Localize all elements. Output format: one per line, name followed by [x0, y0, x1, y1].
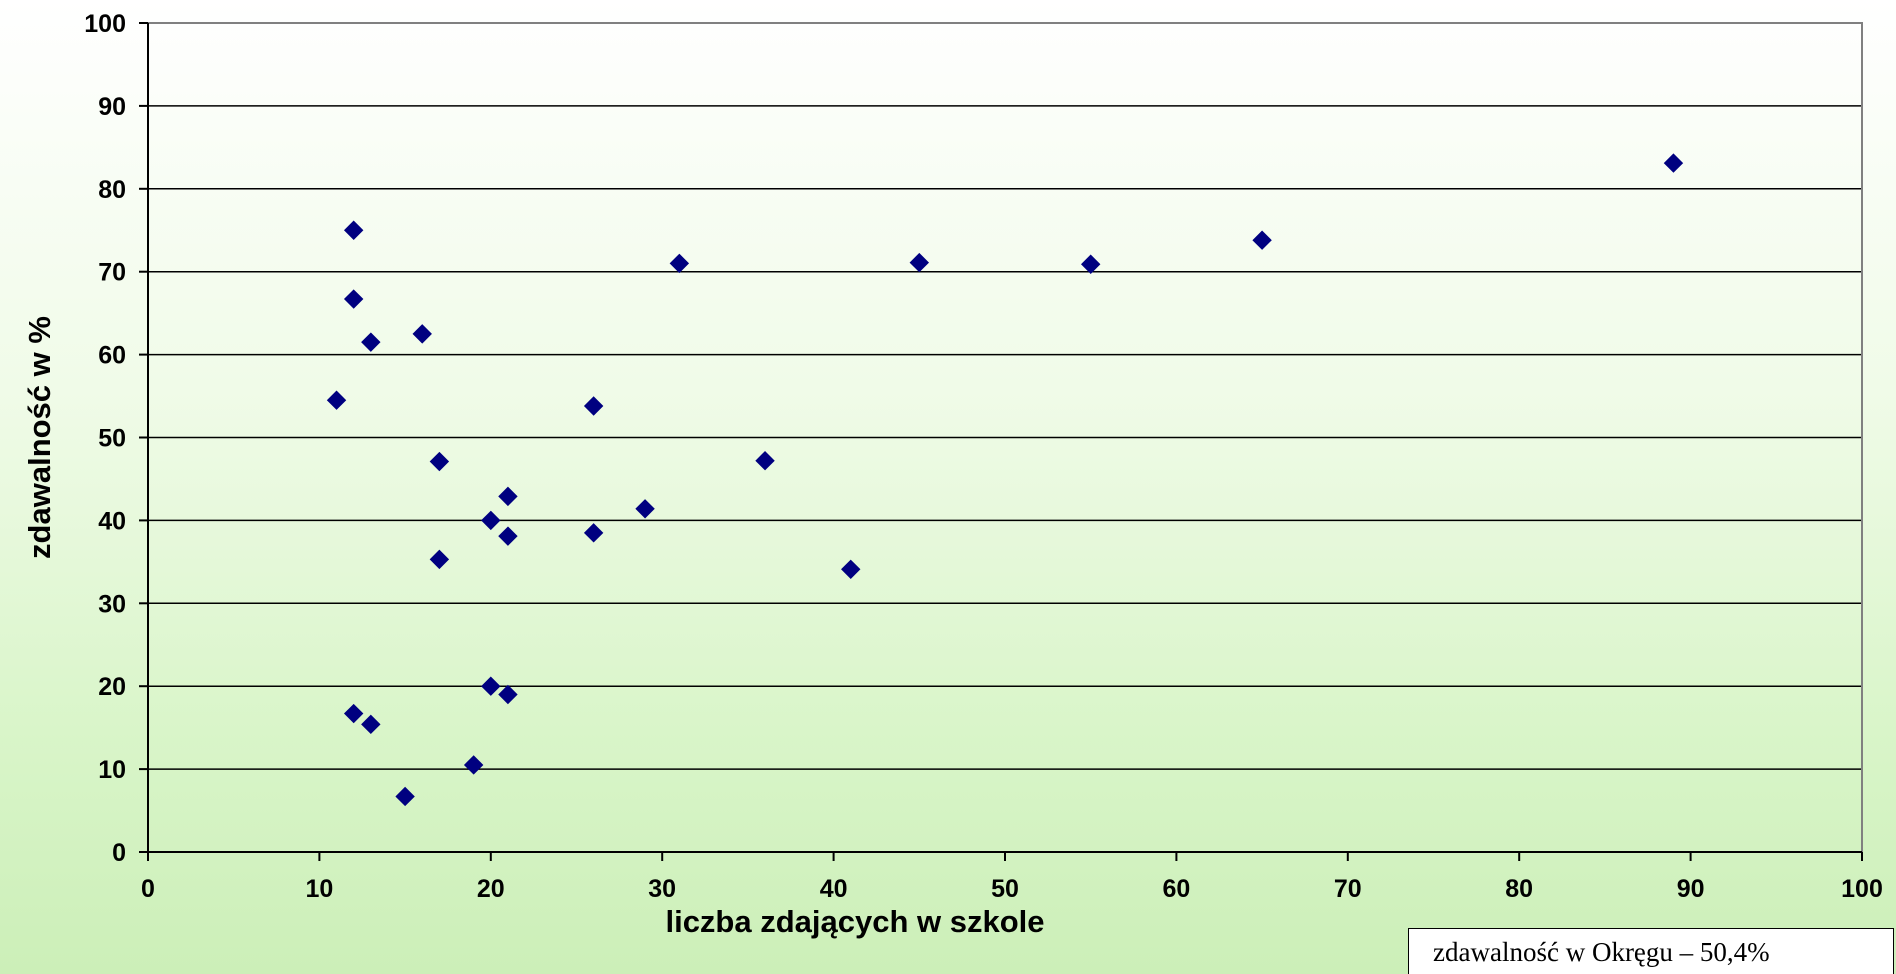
data-point-20	[669, 253, 690, 274]
y-tick-label: 0	[112, 839, 126, 867]
data-point-19	[635, 499, 655, 519]
data-point-26	[1663, 153, 1684, 173]
y-tick-label: 90	[98, 93, 126, 121]
data-point-24	[1080, 254, 1101, 274]
x-tick-label: 50	[991, 875, 1019, 903]
data-point-25	[1252, 230, 1272, 250]
data-point-13	[481, 676, 501, 696]
x-tick-label: 70	[1334, 875, 1362, 903]
data-point-2	[343, 220, 364, 240]
data-point-16	[498, 684, 518, 705]
data-point-5	[361, 332, 381, 352]
data-point-6	[361, 714, 381, 735]
y-axis-ticks: 0 10 20 30 40 50 60 70 80 90 100	[84, 10, 148, 867]
data-point-7	[395, 786, 415, 807]
data-point-21	[755, 451, 775, 471]
data-point-11	[463, 755, 484, 775]
data-point-15	[498, 526, 518, 546]
y-tick-label: 30	[98, 590, 126, 618]
data-point-12	[481, 510, 501, 531]
x-axis-title: liczba zdających w szkole	[665, 904, 1044, 939]
data-point-14	[498, 486, 518, 507]
y-tick-label: 50	[98, 425, 126, 453]
data-point-4	[343, 703, 364, 724]
x-tick-label: 40	[820, 875, 848, 903]
data-point-17	[583, 396, 604, 416]
x-tick-label: 90	[1677, 875, 1705, 903]
data-point-8	[412, 324, 432, 344]
y-tick-label: 60	[98, 342, 126, 370]
data-point-1	[326, 390, 347, 410]
x-tick-label: 100	[1841, 875, 1883, 903]
x-tick-label: 20	[477, 875, 505, 903]
data-point-3	[343, 289, 364, 309]
data-point-22	[841, 559, 861, 580]
x-tick-label: 0	[141, 875, 155, 903]
data-point-23	[909, 252, 930, 273]
y-tick-label: 80	[98, 176, 126, 204]
gridlines	[148, 22, 1862, 770]
annotation-text: zdawalność w Okręgu – 50,4%	[1433, 937, 1770, 967]
y-tick-label: 40	[98, 507, 126, 535]
data-point-18	[583, 523, 604, 543]
y-tick-label: 20	[98, 673, 126, 701]
x-tick-label: 10	[305, 875, 333, 903]
y-axis-title: zdawalność w %	[22, 316, 57, 559]
x-tick-label: 60	[1162, 875, 1190, 903]
y-tick-label: 100	[84, 10, 126, 38]
data-points	[326, 153, 1684, 807]
x-tick-label: 30	[648, 875, 676, 903]
x-axis-ticks: 0 10 20 30 40 50 60 70 80 90 100	[141, 852, 1883, 903]
y-tick-label: 70	[98, 259, 126, 287]
data-point-10	[429, 549, 450, 570]
data-point-9	[429, 451, 450, 472]
y-tick-label: 10	[98, 756, 126, 784]
annotation-box: zdawalność w Okręgu – 50,4%	[1408, 928, 1894, 974]
x-tick-label: 80	[1505, 875, 1533, 903]
